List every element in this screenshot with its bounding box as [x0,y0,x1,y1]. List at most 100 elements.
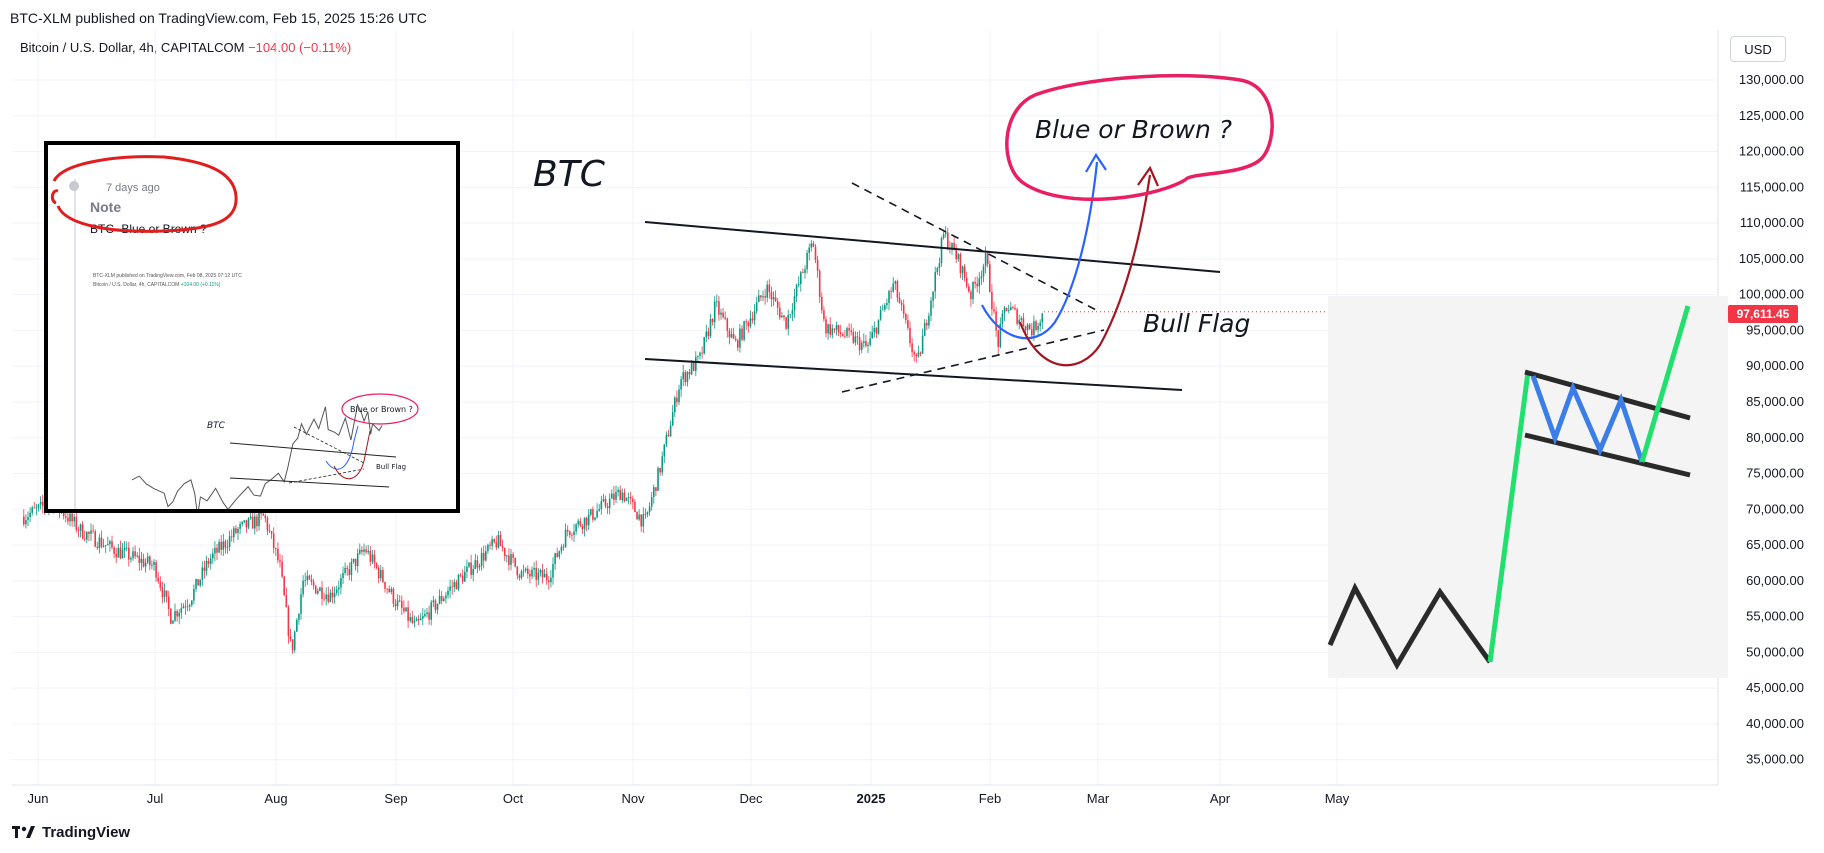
candle-body [468,562,470,567]
candle-body [707,331,710,337]
candle-body [491,539,493,546]
candle-body [770,292,773,300]
symbol-info[interactable]: Bitcoin / U.S. Dollar, 4h, CAPITALCOM −1… [20,40,351,55]
candle-body [758,295,760,303]
candle-body [480,552,483,566]
candle-body [888,291,890,304]
candle-body [478,565,481,568]
candle-body [27,517,29,521]
mini-price-line [131,403,383,509]
candle-body [167,596,170,609]
candle-body [686,372,689,382]
time-axis: Jun Jul Aug Sep Oct Nov Dec 2025 Feb Mar Apr May [12,784,1718,806]
candle-body [41,501,44,507]
candle-body [944,232,947,235]
candle-body [959,254,962,274]
candle-body [285,595,288,608]
candle-body [585,517,588,526]
candle-body [302,580,304,595]
candle-body [386,588,388,590]
candle-body [182,606,185,609]
question-label: Blue or Brown ? [1035,115,1232,144]
candle-body [776,301,779,308]
bull-flag-label: Bull Flag [1143,309,1250,338]
candle-body [184,606,187,608]
candle-body [982,266,985,277]
candle-body [256,516,258,527]
candle-body [39,501,42,505]
candle-body [304,580,307,581]
publish-attribution: BTC-XLM published on TradingView.com, Fe… [10,10,427,26]
candle-body [407,607,409,621]
candle-body [745,321,748,323]
candle-body [1010,307,1012,311]
candle-body [934,272,937,292]
candle-body [550,577,552,583]
price-tick-label: 50,000.00 [1746,644,1804,659]
candle-body [793,296,796,311]
candle-body [228,536,231,547]
candle-body [896,281,899,298]
candle-body [842,334,844,336]
tradingview-logo[interactable]: TradingView [12,824,130,841]
candle-body [470,562,472,575]
btc-label: BTC [533,154,606,195]
candle-body [548,580,550,583]
candle-body [644,514,647,515]
candle-body [92,530,94,532]
candle-body [905,313,907,321]
bull-flag-illustration [1327,296,1728,678]
candle-body [663,444,666,457]
candle-body [350,561,353,575]
candle-body [377,567,380,579]
currency-button[interactable]: USD [1730,36,1786,62]
candle-body [592,509,594,520]
candle-body [308,575,311,580]
mini-pennant-lower [288,468,365,484]
candle-body [804,269,806,273]
candle-body [115,553,118,558]
candle-body [823,310,825,320]
candle-body [35,507,38,509]
candle-body [650,497,653,507]
candle-body [359,549,361,554]
candle-body [825,319,827,334]
candle-body [430,602,433,620]
candle-body [33,507,36,509]
candle-body [312,581,315,586]
candle-body [417,619,420,621]
candle-body [860,342,863,350]
candle-body [136,555,139,557]
candle-body [195,579,197,589]
candle-body [218,541,220,553]
candle-body [835,325,838,330]
candle-body [802,272,804,274]
candle-body [688,372,691,375]
candle-body [25,520,27,525]
time-tick-label: 2025 [857,791,886,806]
candle-body [871,332,874,339]
candle-body [197,579,199,586]
candle-body [472,569,475,575]
candle-body [632,498,634,502]
candle-body [783,315,785,318]
candle-body [125,547,128,549]
candle-body [266,517,269,531]
candle-body [821,296,823,311]
candle-body [957,254,960,260]
candle-body [764,296,766,298]
candle-body [333,593,336,598]
candle-body [459,574,462,576]
candle-body [153,562,155,565]
candle-body [237,528,239,533]
candle-body [365,549,367,553]
candle-body [1014,307,1016,310]
candle-body [569,531,571,535]
candle-body [1031,329,1033,336]
candle-body [1024,326,1027,331]
candle-body [697,355,699,357]
candle-body [789,314,792,316]
price-tick-label: 60,000.00 [1746,573,1804,588]
price-tick-label: 105,000.00 [1739,251,1804,266]
